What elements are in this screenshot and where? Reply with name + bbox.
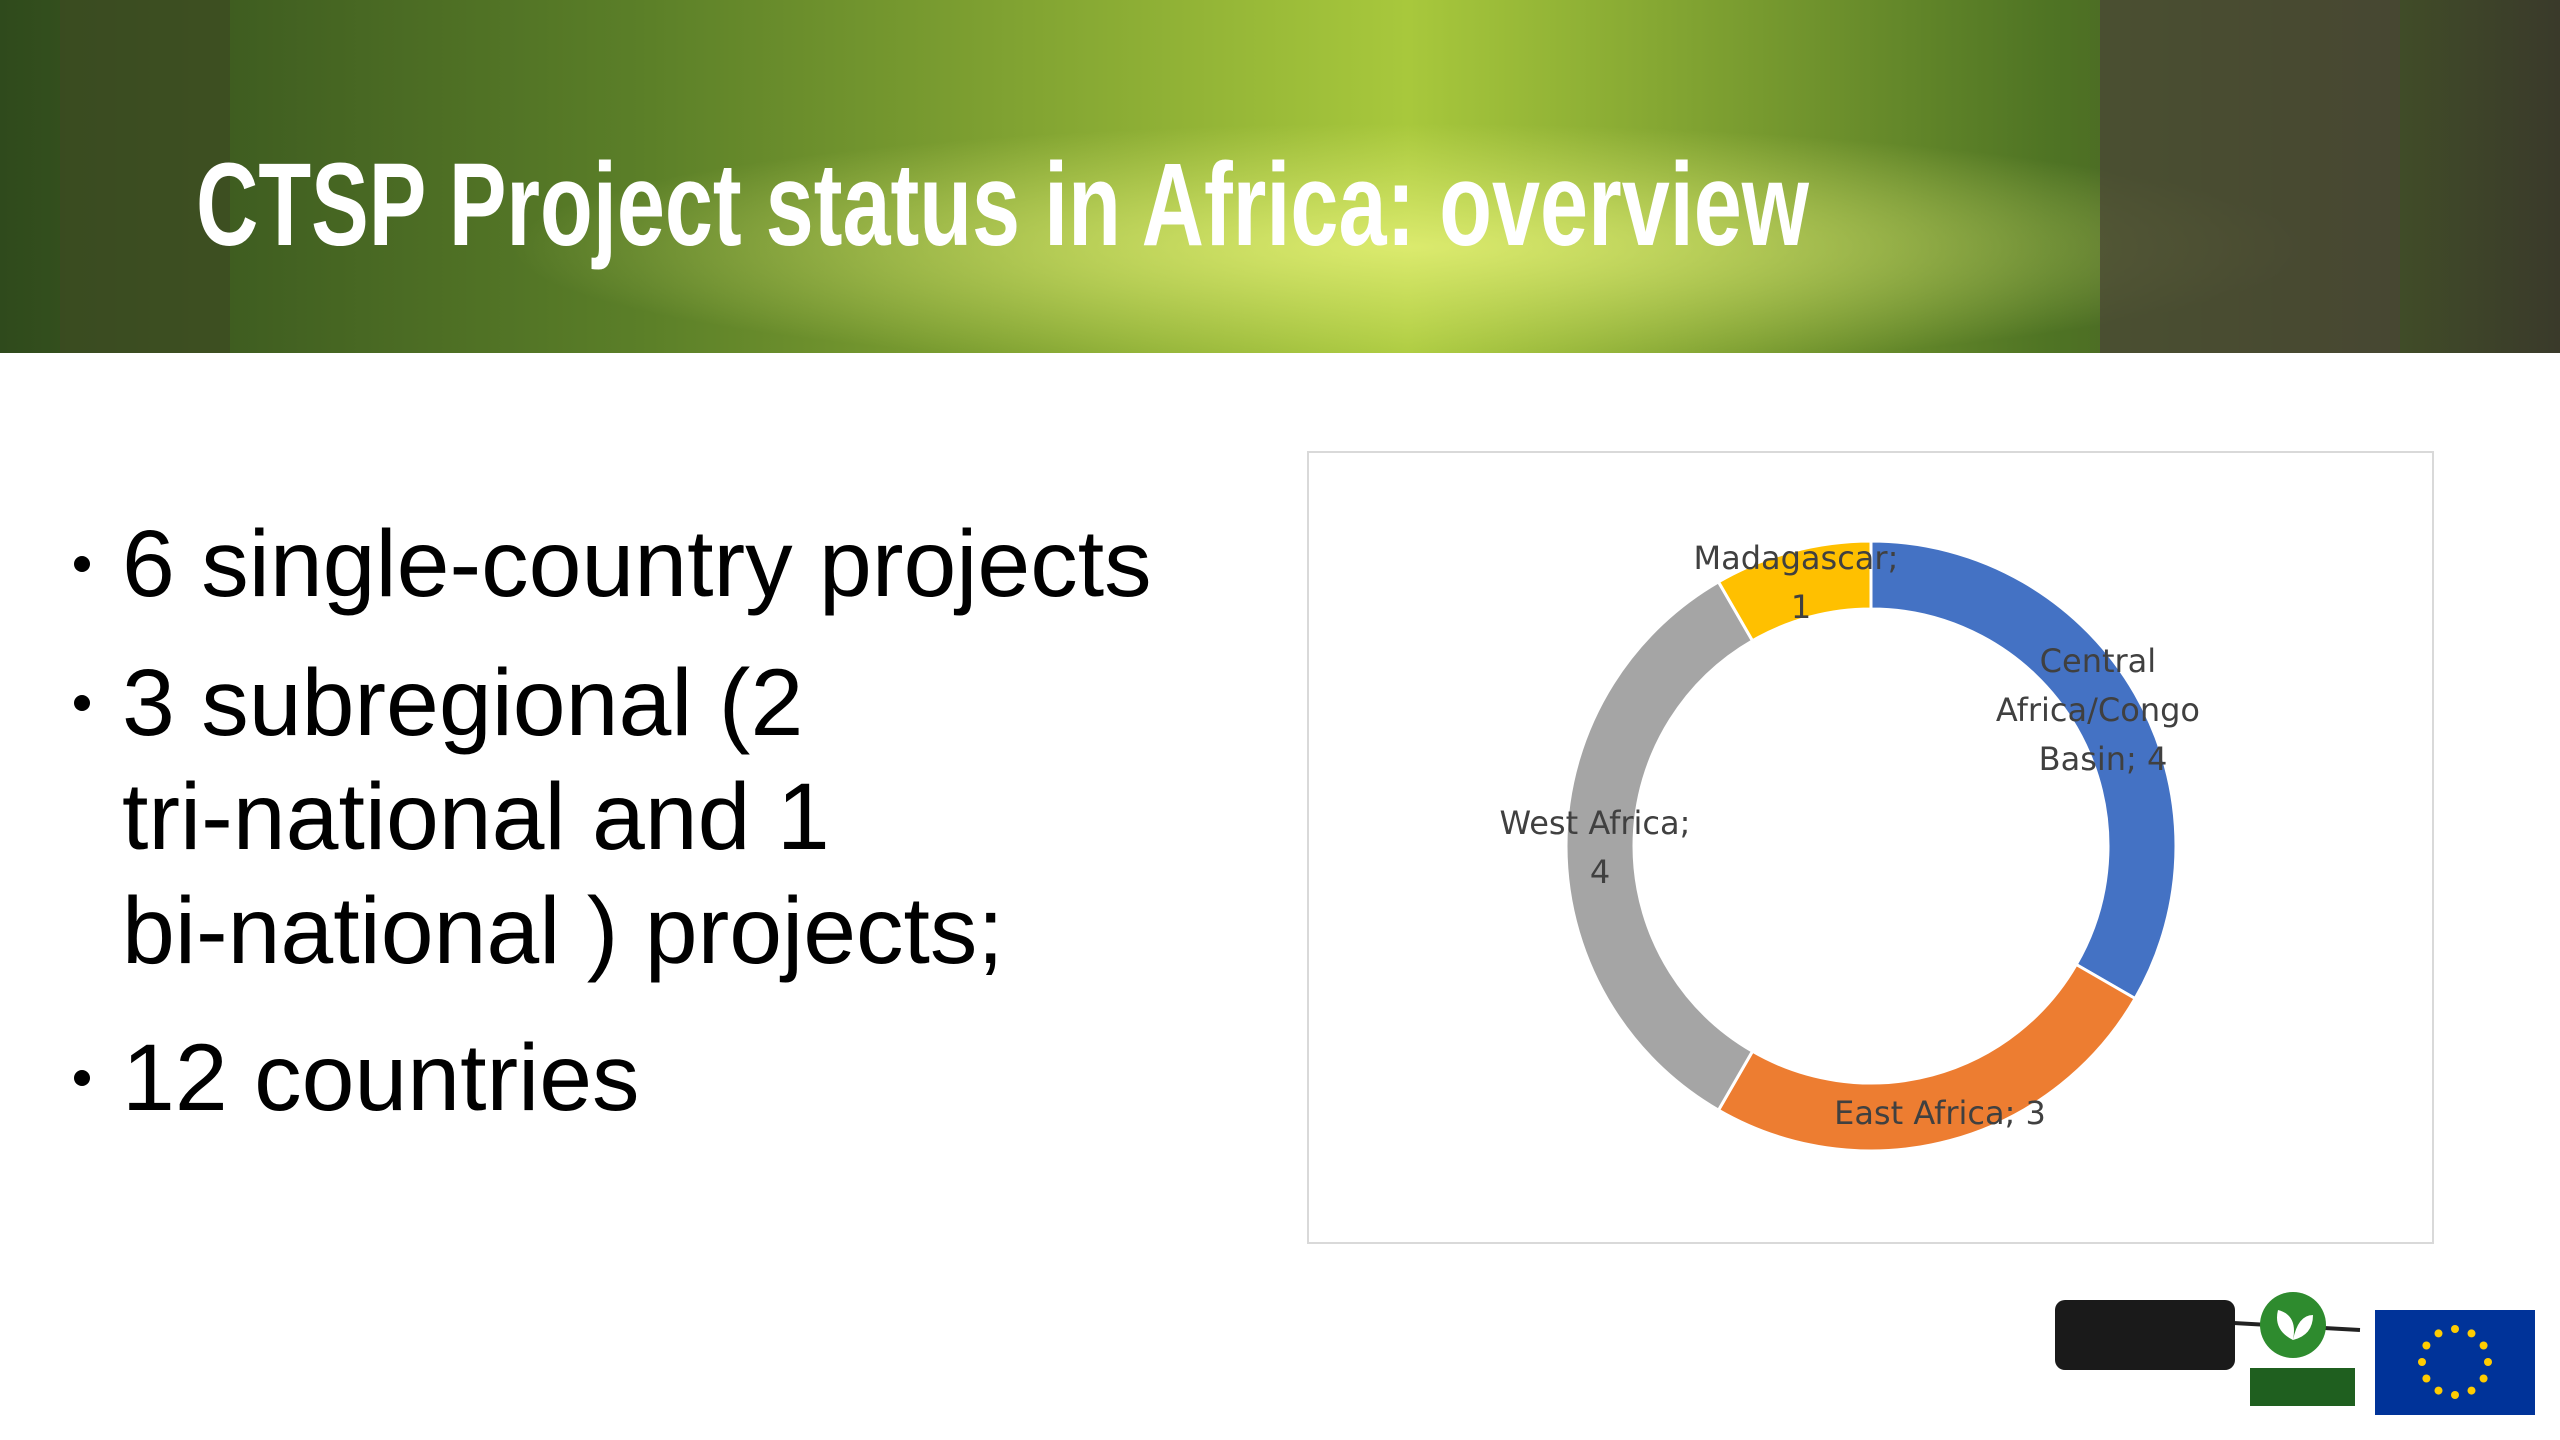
ctsp-logo bbox=[2250, 1292, 2355, 1406]
donut-segment bbox=[1869, 539, 2178, 1001]
donut-segment bbox=[1564, 579, 1755, 1113]
bullet-text: 12 countries bbox=[122, 1025, 640, 1131]
eu-star bbox=[2479, 1341, 2488, 1350]
logos bbox=[2055, 1292, 2535, 1415]
eu-star bbox=[2451, 1391, 2459, 1399]
eu-flag bbox=[2375, 1310, 2535, 1415]
cites-logo bbox=[2055, 1300, 2361, 1370]
eu-star bbox=[2451, 1325, 2459, 1333]
data-label: Madagascar; 1 bbox=[1693, 539, 1908, 626]
eu-star bbox=[2422, 1341, 2431, 1350]
eu-star bbox=[2467, 1386, 2476, 1395]
bullet-dot bbox=[74, 695, 90, 711]
eu-star bbox=[2484, 1358, 2492, 1366]
data-label: East Africa; 3 bbox=[1834, 1094, 2046, 1132]
header-banner bbox=[0, 0, 2560, 353]
data-label: Central Africa/Congo Basin; 4 bbox=[1996, 642, 2210, 778]
bullet-text: 3 subregional (2 tri-national and 1 bi-n… bbox=[122, 650, 1004, 984]
bullet-list: 6 single-country projects 3 subregional (… bbox=[74, 511, 1152, 1131]
data-label: West Africa; 4 bbox=[1499, 804, 1700, 891]
eu-star bbox=[2467, 1329, 2476, 1338]
eu-star bbox=[2479, 1374, 2488, 1383]
slide-title: CTSP Project status in Africa: overview bbox=[196, 139, 1810, 271]
donut-chart: Central Africa/Congo Basin; 4 East Africa… bbox=[1499, 539, 2210, 1153]
donut-segment bbox=[1716, 539, 1873, 643]
bullet-dot bbox=[74, 1070, 90, 1086]
eu-star bbox=[2434, 1329, 2443, 1338]
bullet-dot bbox=[74, 556, 90, 572]
eu-star bbox=[2434, 1386, 2443, 1395]
eu-star bbox=[2422, 1374, 2431, 1383]
bullet-text: 6 single-country projects bbox=[122, 511, 1152, 617]
eu-star bbox=[2418, 1358, 2426, 1366]
